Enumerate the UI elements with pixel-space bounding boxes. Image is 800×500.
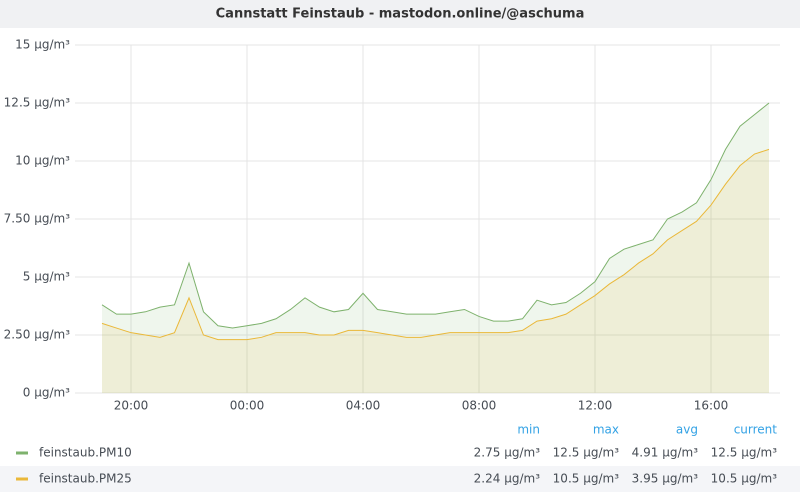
legend-value: 10.5 µg/m³ <box>553 472 620 486</box>
legend-value: 2.75 µg/m³ <box>474 446 541 460</box>
y-tick-label: 7.50 µg/m³ <box>4 212 71 226</box>
legend-name[interactable]: feinstaub.PM25 <box>39 472 132 486</box>
x-tick-label: 00:00 <box>230 399 265 413</box>
y-tick-label: 15 µg/m³ <box>15 38 70 52</box>
legend-value: 12.5 µg/m³ <box>711 446 778 460</box>
y-tick-label: 2.50 µg/m³ <box>4 328 71 342</box>
y-tick-label: 12.5 µg/m³ <box>4 96 71 110</box>
legend-name[interactable]: feinstaub.PM10 <box>39 446 132 460</box>
legend-value: 3.95 µg/m³ <box>632 472 699 486</box>
x-tick-label: 16:00 <box>694 399 729 413</box>
panel-header <box>0 0 800 28</box>
series-line <box>101 102 770 329</box>
y-tick-label: 0 µg/m³ <box>23 386 70 400</box>
series-line <box>101 148 770 341</box>
x-tick-label: 20:00 <box>114 399 149 413</box>
legend-header: avg <box>676 423 698 437</box>
legend-value: 10.5 µg/m³ <box>711 472 778 486</box>
x-tick-label: 08:00 <box>462 399 497 413</box>
area <box>102 103 769 393</box>
legend-value: 4.91 µg/m³ <box>632 446 699 460</box>
legend-value: 2.24 µg/m³ <box>474 472 541 486</box>
y-tick-label: 10 µg/m³ <box>15 154 70 168</box>
y-tick-label: 5 µg/m³ <box>23 270 70 284</box>
x-tick-label: 12:00 <box>578 399 613 413</box>
legend-value: 12.5 µg/m³ <box>553 446 620 460</box>
legend-row-bg <box>0 466 800 492</box>
x-tick-label: 04:00 <box>346 399 381 413</box>
legend-header: min <box>517 423 540 437</box>
legend-header: current <box>734 423 778 437</box>
legend-header: max <box>593 423 619 437</box>
area <box>102 149 769 393</box>
panel-title: Cannstatt Feinstaub - mastodon.online/@a… <box>216 7 585 22</box>
